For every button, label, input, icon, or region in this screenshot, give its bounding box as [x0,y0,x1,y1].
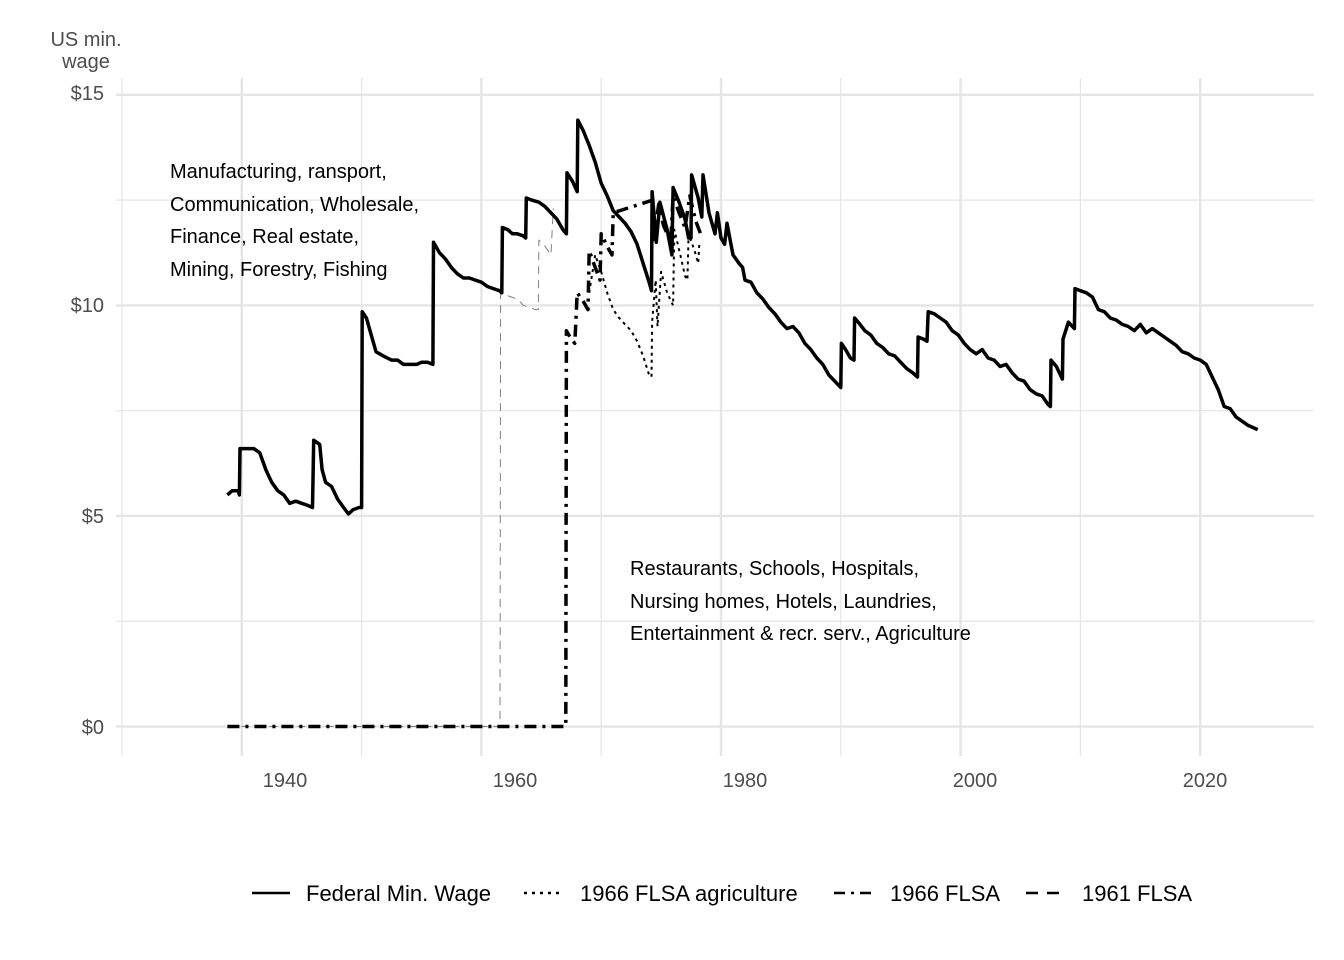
annotation-line: Mining, Forestry, Fishing [170,259,387,281]
x-tick-label: 2000 [953,770,998,792]
annotation-line: Nursing homes, Hotels, Laundries, [630,591,937,613]
annotation-covered-1966: Restaurants, Schools, Hospitals, Nursing… [630,558,971,645]
minor-gridlines [116,78,1314,756]
annotation-line: Communication, Wholesale, [170,194,419,216]
series-line-1966-flsa [227,194,703,729]
x-tick-label: 1980 [723,770,768,792]
legend-label-1961-flsa: 1961 FLSA [1082,881,1192,906]
series-lines [226,118,1259,729]
annotation-line: Manufacturing, ransport, [170,161,387,183]
y-tick-label: $15 [71,83,104,105]
legend: Federal Min. Wage 1966 FLSA agriculture … [252,881,1192,906]
series-line-federal-min-wage [226,118,1259,516]
legend-label-1966-flsa-agriculture: 1966 FLSA agriculture [580,881,798,906]
series-line-1966-flsa-agriculture [588,228,701,378]
legend-label-federal-min-wage: Federal Min. Wage [306,881,491,906]
y-tick-label: $5 [82,506,104,528]
y-axis-title-line-2: wage [61,51,110,73]
x-axis-tick-labels: 1940 1960 1980 2000 2020 [263,770,1228,792]
annotation-line: Restaurants, Schools, Hospitals, [630,558,919,580]
x-tick-label: 1940 [263,770,308,792]
y-tick-label: $0 [82,717,104,739]
annotation-line: Entertainment & recr. serv., Agriculture [630,623,971,645]
y-axis-title-line-1: US min. [50,29,121,51]
series-line-1961-flsa [227,208,554,727]
legend-label-1966-flsa: 1966 FLSA [890,881,1000,906]
x-tick-label: 2020 [1183,770,1228,792]
x-tick-label: 1960 [493,770,538,792]
y-axis-tick-labels: $0 $5 $10 $15 [71,83,104,739]
y-tick-label: $10 [71,295,104,317]
annotation-covered-1938: Manufacturing, ransport, Communication, … [170,161,419,281]
annotation-line: Finance, Real estate, [170,226,359,248]
y-axis-title: US min. wage [50,29,121,73]
